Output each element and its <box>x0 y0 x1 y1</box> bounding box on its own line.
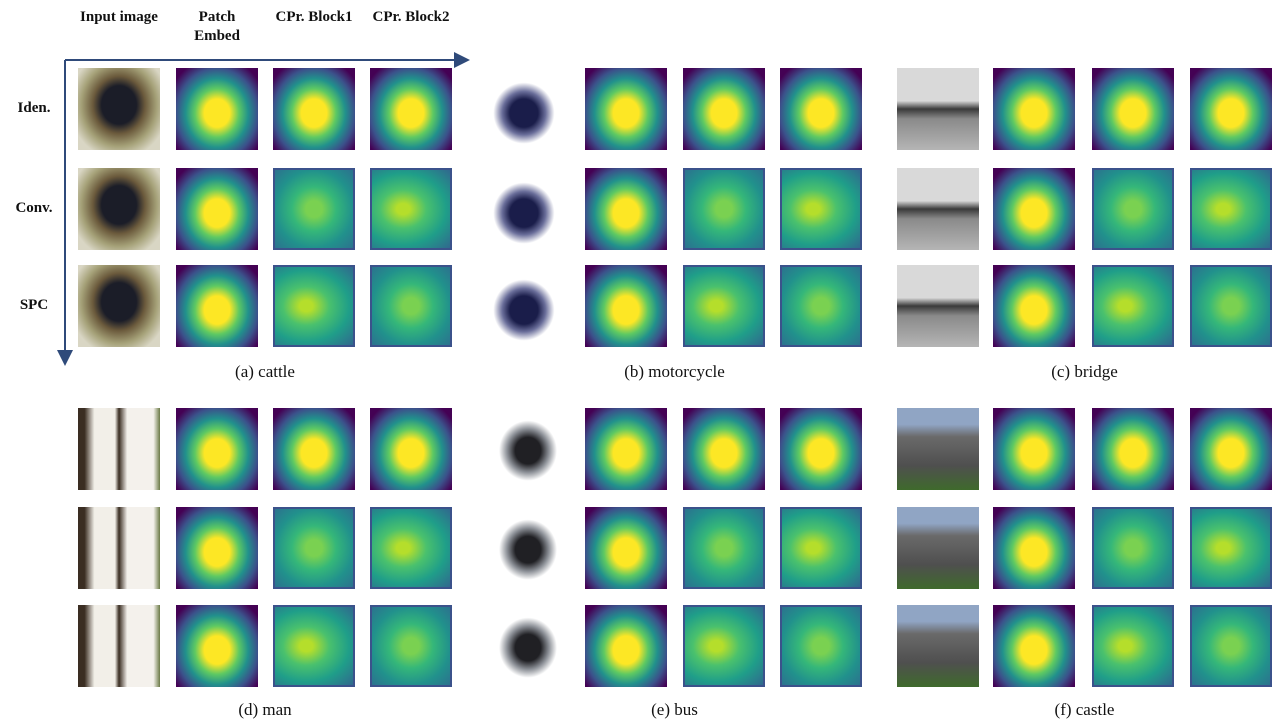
feature-map <box>585 507 667 589</box>
feature-map <box>370 408 452 490</box>
input-image <box>487 605 569 687</box>
feature-map <box>273 605 355 687</box>
input-image <box>897 265 979 347</box>
feature-map <box>273 507 355 589</box>
input-image <box>897 408 979 490</box>
feature-map <box>1190 605 1272 687</box>
input-image <box>487 507 569 589</box>
row-label: Conv. <box>6 200 62 217</box>
feature-map <box>993 408 1075 490</box>
feature-map <box>780 68 862 150</box>
feature-map <box>1092 68 1174 150</box>
input-image <box>897 507 979 589</box>
feature-map <box>780 265 862 347</box>
panel-caption: (d) man <box>115 700 415 720</box>
feature-map <box>683 408 765 490</box>
column-header: Input image <box>79 8 159 27</box>
input-image <box>78 408 160 490</box>
feature-map <box>585 265 667 347</box>
feature-map <box>176 265 258 347</box>
feature-map <box>993 507 1075 589</box>
feature-map <box>780 408 862 490</box>
input-image <box>78 168 160 250</box>
feature-map <box>683 605 765 687</box>
feature-map <box>780 507 862 589</box>
feature-map <box>1190 168 1272 250</box>
feature-map <box>585 68 667 150</box>
feature-map <box>273 168 355 250</box>
feature-map <box>1092 507 1174 589</box>
column-header: Patch Embed <box>177 8 257 46</box>
panel-caption: (b) motorcycle <box>525 362 825 382</box>
feature-map <box>176 408 258 490</box>
input-image <box>487 68 569 150</box>
panel-caption: (e) bus <box>525 700 825 720</box>
feature-map <box>370 68 452 150</box>
feature-map <box>1092 265 1174 347</box>
feature-map <box>176 605 258 687</box>
feature-map <box>370 168 452 250</box>
feature-map <box>273 265 355 347</box>
feature-map <box>1190 507 1272 589</box>
feature-map <box>993 605 1075 687</box>
feature-map <box>1190 68 1272 150</box>
input-image <box>897 605 979 687</box>
feature-map <box>1092 605 1174 687</box>
input-image <box>487 168 569 250</box>
feature-map <box>176 507 258 589</box>
row-label: SPC <box>6 297 62 314</box>
feature-map <box>273 68 355 150</box>
feature-map <box>176 68 258 150</box>
feature-map <box>370 605 452 687</box>
column-header: CPr. Block1 <box>274 8 354 27</box>
feature-map <box>993 265 1075 347</box>
input-image <box>78 68 160 150</box>
column-header: CPr. Block2 <box>371 8 451 27</box>
panel-caption: (a) cattle <box>115 362 415 382</box>
panel-caption: (c) bridge <box>935 362 1235 382</box>
feature-map <box>1092 408 1174 490</box>
feature-map <box>683 68 765 150</box>
input-image <box>78 507 160 589</box>
feature-map <box>585 605 667 687</box>
row-label: Iden. <box>6 100 62 117</box>
feature-map <box>993 68 1075 150</box>
input-image <box>78 265 160 347</box>
feature-map <box>683 507 765 589</box>
input-image <box>897 168 979 250</box>
input-image <box>78 605 160 687</box>
feature-map <box>585 408 667 490</box>
feature-map <box>585 168 667 250</box>
feature-map <box>993 168 1075 250</box>
feature-map <box>1092 168 1174 250</box>
feature-map <box>780 605 862 687</box>
input-image <box>897 68 979 150</box>
page: Input image Patch Embed CPr. Block1 CPr. Bl… <box>0 0 1275 721</box>
feature-map <box>780 168 862 250</box>
feature-map <box>1190 408 1272 490</box>
feature-map <box>683 168 765 250</box>
panel-caption: (f) castle <box>935 700 1235 720</box>
input-image <box>487 265 569 347</box>
feature-map <box>1190 265 1272 347</box>
feature-map <box>273 408 355 490</box>
input-image <box>487 408 569 490</box>
feature-map <box>370 265 452 347</box>
feature-map <box>683 265 765 347</box>
feature-map <box>176 168 258 250</box>
feature-map <box>370 507 452 589</box>
